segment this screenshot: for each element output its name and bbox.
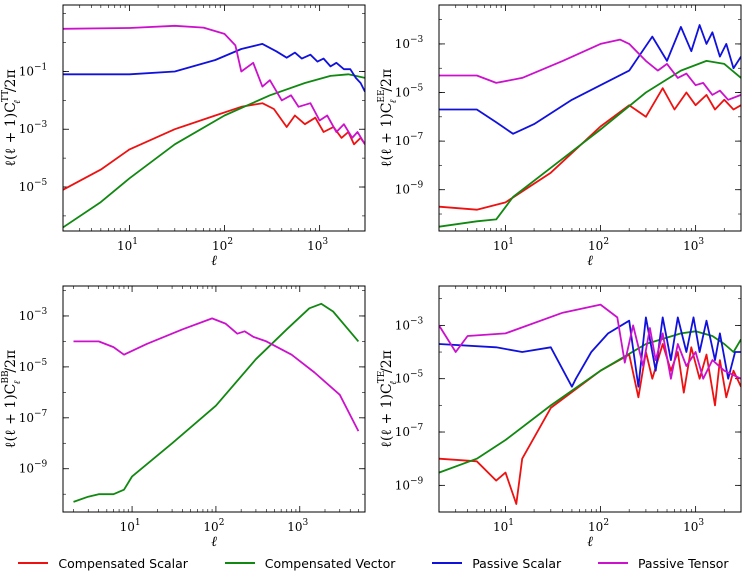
y-tick-label-ee: 10−5 — [395, 84, 424, 100]
plot-frame-te — [438, 285, 742, 513]
y-tick-label-te: 10−9 — [395, 476, 424, 492]
y-tick-label-ee: 10−3 — [395, 35, 424, 51]
legend: Compensated Scalar Compensated Vector Pa… — [0, 550, 747, 576]
series-line-passive-tensor-tt — [63, 24, 365, 145]
panel-tt: 101 102 103 10−5 10−3 10−1 ℓ ℓ(ℓ + 1)CTT ℓ/2π — [1, 4, 366, 269]
x-tick-label-bb: 102 — [203, 518, 224, 534]
x-tick-label-te: 103 — [683, 518, 704, 534]
legend-swatch-passive-tensor — [597, 562, 628, 564]
plot-frame-ee — [438, 4, 742, 232]
x-tick-label-tt: 102 — [212, 237, 233, 253]
y-axis-label-ee: ℓ(ℓ + 1)CEE ℓ/2π — [377, 69, 399, 167]
x-axis-label-ee: ℓ — [587, 253, 593, 269]
y-tick-label-bb: 10−3 — [19, 307, 48, 323]
y-tick-label-ee: 10−9 — [395, 181, 424, 197]
y-tick-label-ee: 10−7 — [395, 132, 424, 148]
y-tick-label-te: 10−7 — [395, 423, 424, 439]
x-axis-label-tt: ℓ — [211, 253, 217, 269]
series-line-compensated-scalar-tt — [63, 102, 365, 191]
x-tick-label-ee: 103 — [683, 237, 704, 253]
y-axis-label-te: ℓ(ℓ + 1)CTE ℓ/2π — [377, 350, 399, 448]
y-tick-label-tt: 10−3 — [19, 120, 48, 136]
series-line-passive-scalar-te — [439, 316, 741, 388]
figure: 101 102 103 10−5 10−3 10−1 ℓ ℓ(ℓ + 1)CTT ℓ/2π 10… — [1, 4, 742, 548]
series-line-compensated-vector-bb — [73, 302, 360, 503]
x-tick-label-bb: 101 — [120, 518, 141, 534]
y-tick-label-te: 10−5 — [395, 370, 424, 386]
x-tick-label-tt: 101 — [117, 237, 138, 253]
series-line-compensated-vector-tt — [63, 73, 365, 229]
series-line-passive-tensor-bb — [73, 317, 360, 432]
legend-swatch-compensated-scalar — [18, 562, 49, 564]
panel-te: 101 102 103 10−9 10−7 10−5 10−3 ℓ ℓ(ℓ + 1)CTE ℓ/2… — [377, 285, 742, 548]
y-tick-label-tt: 10−5 — [19, 178, 48, 194]
legend-label-passive-scalar: Passive Scalar — [472, 555, 562, 571]
y-tick-label-bb: 10−5 — [19, 358, 48, 374]
legend-swatch-passive-scalar — [432, 562, 463, 564]
y-tick-label-bb: 10−7 — [19, 409, 48, 425]
legend-label-compensated-scalar: Compensated Scalar — [58, 555, 188, 571]
y-tick-label-te: 10−3 — [395, 316, 424, 332]
series-line-compensated-scalar-ee — [439, 87, 741, 211]
series-line-passive-scalar-tt — [63, 43, 365, 93]
plot-frame-tt — [62, 4, 366, 232]
series-line-compensated-scalar-te — [439, 343, 741, 505]
panel-bb: 101 102 103 10−9 10−7 10−5 10−3 ℓ ℓ(ℓ + 1)CBB ℓ/2… — [1, 285, 366, 548]
x-axis-label-bb: ℓ — [211, 534, 217, 548]
y-tick-label-bb: 10−9 — [19, 460, 48, 476]
series-line-passive-tensor-ee — [439, 38, 741, 101]
x-axis-label-te: ℓ — [587, 534, 593, 548]
y-tick-label-tt: 10−1 — [19, 62, 48, 78]
legend-item-compensated-scalar: Compensated Scalar — [18, 556, 188, 571]
y-axis-label-tt: ℓ(ℓ + 1)CTT ℓ/2π — [1, 69, 23, 166]
panel-ee: 101 102 103 10−9 10−7 10−5 10−3 ℓ ℓ(ℓ + 1)CEE ℓ/2… — [377, 4, 742, 269]
legend-label-passive-tensor: Passive Tensor — [637, 555, 729, 571]
series-line-passive-scalar-ee — [439, 24, 741, 135]
series-line-compensated-vector-ee — [439, 60, 741, 228]
legend-item-passive-scalar: Passive Scalar — [432, 556, 561, 571]
x-tick-label-ee: 102 — [588, 237, 609, 253]
legend-item-passive-tensor: Passive Tensor — [597, 555, 729, 571]
x-tick-label-ee: 101 — [493, 237, 514, 253]
x-tick-label-te: 102 — [588, 518, 609, 534]
series-line-passive-tensor-te — [439, 303, 741, 380]
legend-swatch-compensated-vector — [224, 562, 255, 564]
legend-item-compensated-vector: Compensated Vector — [224, 555, 396, 571]
legend-label-compensated-vector: Compensated Vector — [264, 555, 396, 571]
x-tick-label-tt: 103 — [307, 237, 328, 253]
y-axis-label-bb: ℓ(ℓ + 1)CBB ℓ/2π — [1, 350, 23, 448]
x-tick-label-te: 101 — [493, 518, 514, 534]
plot-frame-bb — [62, 285, 366, 513]
x-tick-label-bb: 103 — [287, 518, 308, 534]
